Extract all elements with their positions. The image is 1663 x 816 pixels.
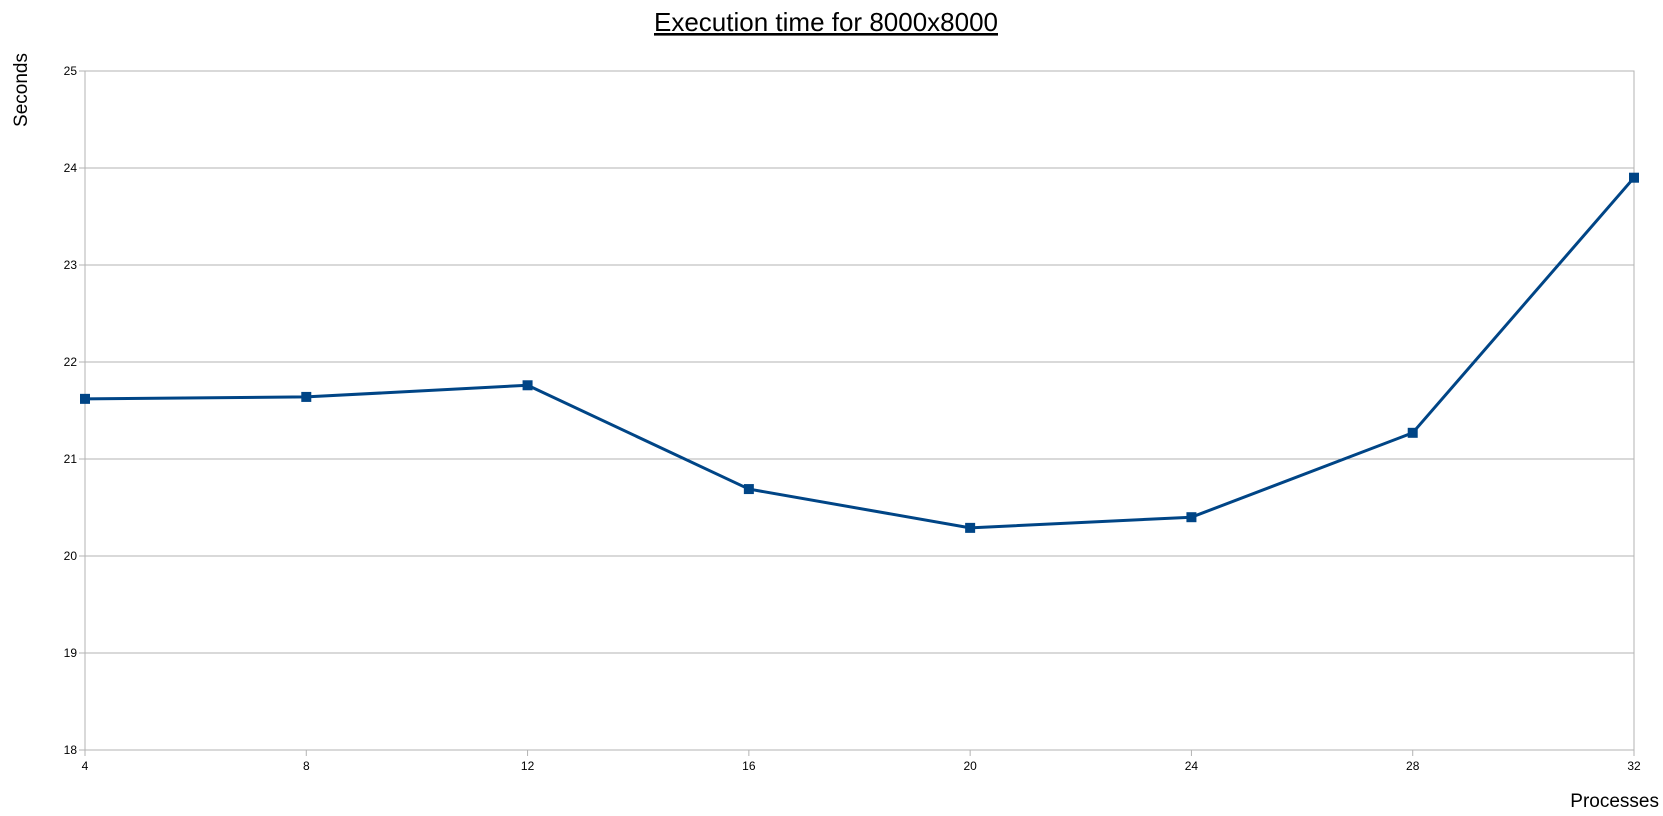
- x-tick-label: 24: [1185, 759, 1199, 773]
- chart-title: Execution time for 8000x8000: [654, 7, 998, 37]
- x-tick-label: 4: [82, 759, 89, 773]
- data-point-marker: [1407, 427, 1418, 438]
- y-tick-label: 18: [64, 743, 78, 757]
- x-tick-label: 32: [1627, 759, 1641, 773]
- y-tick-label: 20: [64, 549, 78, 563]
- data-point-marker: [522, 380, 533, 391]
- x-tick-label: 8: [303, 759, 310, 773]
- x-tick-label: 12: [521, 759, 535, 773]
- x-axis: 4 8 12 16 20 24 28 32: [82, 759, 1641, 773]
- y-tick-label: 23: [64, 258, 78, 272]
- series-container: [80, 172, 1639, 533]
- x-tick-label: 20: [963, 759, 977, 773]
- plot-area: [84, 70, 1635, 751]
- y-tick-label: 25: [64, 64, 78, 78]
- y-axis: 18 19 20 21 22 23 24 25: [64, 64, 78, 757]
- data-point-marker: [1186, 512, 1197, 523]
- y-tick-label: 21: [64, 452, 78, 466]
- x-tick-label: 16: [742, 759, 756, 773]
- data-point-marker: [965, 522, 976, 533]
- x-tick-label: 28: [1406, 759, 1420, 773]
- data-point-marker: [743, 484, 754, 495]
- data-point-marker: [80, 393, 90, 404]
- data-point-marker: [1629, 172, 1639, 183]
- y-tick-label: 19: [64, 646, 78, 660]
- gridlines: [79, 70, 1635, 756]
- data-point-marker: [301, 391, 312, 402]
- series-line: [84, 176, 1636, 530]
- x-axis-title: Processes: [1570, 791, 1659, 812]
- y-tick-label: 24: [64, 161, 78, 175]
- y-axis-title: Seconds: [11, 53, 32, 127]
- y-tick-label: 22: [64, 355, 78, 369]
